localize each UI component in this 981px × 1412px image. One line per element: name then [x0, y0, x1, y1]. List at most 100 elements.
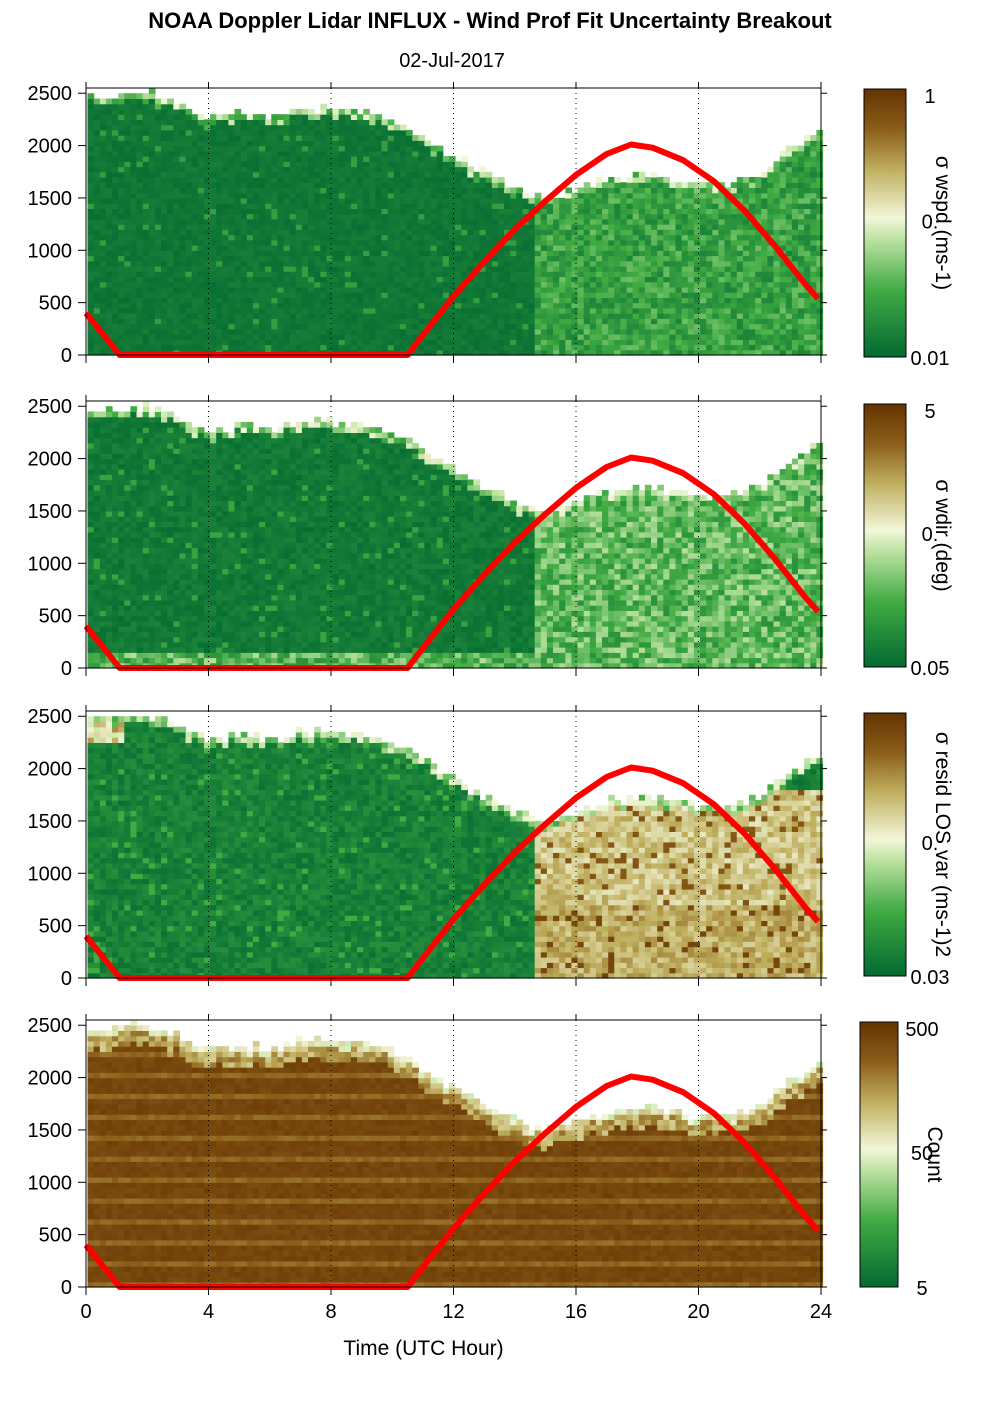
- heatmap-cell: [369, 203, 376, 209]
- heatmap-cell: [651, 214, 658, 220]
- heatmap-cell: [320, 140, 327, 146]
- heatmap-cell: [578, 303, 585, 309]
- heatmap-cell: [339, 256, 346, 262]
- heatmap-cell: [657, 303, 664, 309]
- heatmap-cell: [173, 250, 180, 256]
- heatmap-cell: [767, 271, 774, 277]
- heatmap-cell: [504, 313, 511, 319]
- heatmap-cell: [767, 345, 774, 351]
- heatmap-cell: [284, 203, 291, 209]
- heatmap-cell: [590, 318, 597, 324]
- heatmap-cell: [737, 329, 744, 335]
- heatmap-cell: [118, 277, 125, 283]
- heatmap-cell: [143, 219, 150, 225]
- heatmap-cell: [565, 245, 572, 251]
- heatmap-cell: [406, 151, 413, 157]
- heatmap-cell: [767, 261, 774, 267]
- heatmap-cell: [339, 151, 346, 157]
- heatmap-cell: [614, 256, 621, 262]
- heatmap-cell: [651, 224, 658, 230]
- heatmap-cell: [706, 318, 713, 324]
- heatmap-cell: [767, 266, 774, 272]
- heatmap-cell: [106, 135, 113, 141]
- heatmap-cell: [461, 339, 468, 345]
- heatmap-cell: [504, 198, 511, 204]
- heatmap-cell: [253, 182, 260, 188]
- heatmap-cell: [179, 130, 186, 136]
- heatmap-cell: [88, 256, 95, 262]
- heatmap-cell: [320, 297, 327, 303]
- heatmap-cell: [431, 172, 438, 178]
- heatmap-cell: [455, 193, 462, 199]
- heatmap-cell: [143, 308, 150, 314]
- heatmap-cell: [620, 193, 627, 199]
- heatmap-cell: [259, 214, 266, 220]
- heatmap-cell: [810, 339, 817, 345]
- heatmap-cell: [339, 287, 346, 293]
- heatmap-cell: [627, 198, 634, 204]
- heatmap-cell: [137, 104, 144, 110]
- heatmap-cell: [663, 292, 670, 298]
- heatmap-cell: [204, 167, 211, 173]
- heatmap-cell: [241, 261, 248, 267]
- heatmap-cell: [639, 208, 646, 214]
- heatmap-cell: [130, 282, 137, 288]
- heatmap-cell: [418, 324, 425, 330]
- heatmap-cell: [124, 282, 131, 288]
- heatmap-cell: [277, 224, 284, 230]
- heatmap-cell: [265, 318, 272, 324]
- heatmap-cell: [559, 292, 566, 298]
- heatmap-cell: [406, 172, 413, 178]
- heatmap-cell: [663, 235, 670, 241]
- heatmap-cell: [614, 282, 621, 288]
- heatmap-cell: [253, 188, 260, 194]
- heatmap-cell: [455, 167, 462, 173]
- heatmap-cell: [633, 324, 640, 330]
- heatmap-cell: [228, 208, 235, 214]
- heatmap-cell: [284, 193, 291, 199]
- heatmap-cell: [578, 235, 585, 241]
- heatmap-cell: [504, 266, 511, 272]
- heatmap-cell: [798, 261, 805, 267]
- heatmap-cell: [492, 282, 499, 288]
- heatmap-cell: [412, 318, 419, 324]
- heatmap-cell: [388, 308, 395, 314]
- heatmap-cell: [204, 224, 211, 230]
- heatmap-cell: [137, 156, 144, 162]
- heatmap-cell: [743, 182, 750, 188]
- heatmap-cell: [247, 224, 254, 230]
- heatmap-cell: [388, 167, 395, 173]
- heatmap-cell: [130, 214, 137, 220]
- heatmap-cell: [584, 308, 591, 314]
- heatmap-cell: [363, 345, 370, 351]
- heatmap-cell: [584, 266, 591, 272]
- heatmap-cell: [155, 235, 162, 241]
- heatmap-cell: [602, 266, 609, 272]
- heatmap-cell: [88, 558, 95, 564]
- heatmap-cell: [339, 329, 346, 335]
- heatmap-cell: [620, 229, 627, 235]
- heatmap-cell: [688, 224, 695, 230]
- heatmap-cell: [106, 114, 113, 120]
- heatmap-cell: [204, 329, 211, 335]
- heatmap-cell: [192, 271, 199, 277]
- heatmap-cell: [186, 193, 193, 199]
- heatmap-cell: [792, 177, 799, 183]
- heatmap-cell: [363, 140, 370, 146]
- heatmap-cell: [357, 297, 364, 303]
- heatmap-cell: [651, 277, 658, 283]
- heatmap-cell: [204, 214, 211, 220]
- heatmap-cell: [351, 245, 358, 251]
- heatmap-cell: [363, 318, 370, 324]
- heatmap-cell: [284, 245, 291, 251]
- heatmap-cell: [112, 177, 119, 183]
- heatmap-cell: [400, 151, 407, 157]
- heatmap-cell: [161, 151, 168, 157]
- heatmap-cell: [137, 93, 144, 99]
- heatmap-cell: [388, 261, 395, 267]
- heatmap-cell: [394, 303, 401, 309]
- heatmap-cell: [265, 156, 272, 162]
- heatmap-cell: [590, 224, 597, 230]
- heatmap-cell: [749, 266, 756, 272]
- heatmap-cell: [186, 208, 193, 214]
